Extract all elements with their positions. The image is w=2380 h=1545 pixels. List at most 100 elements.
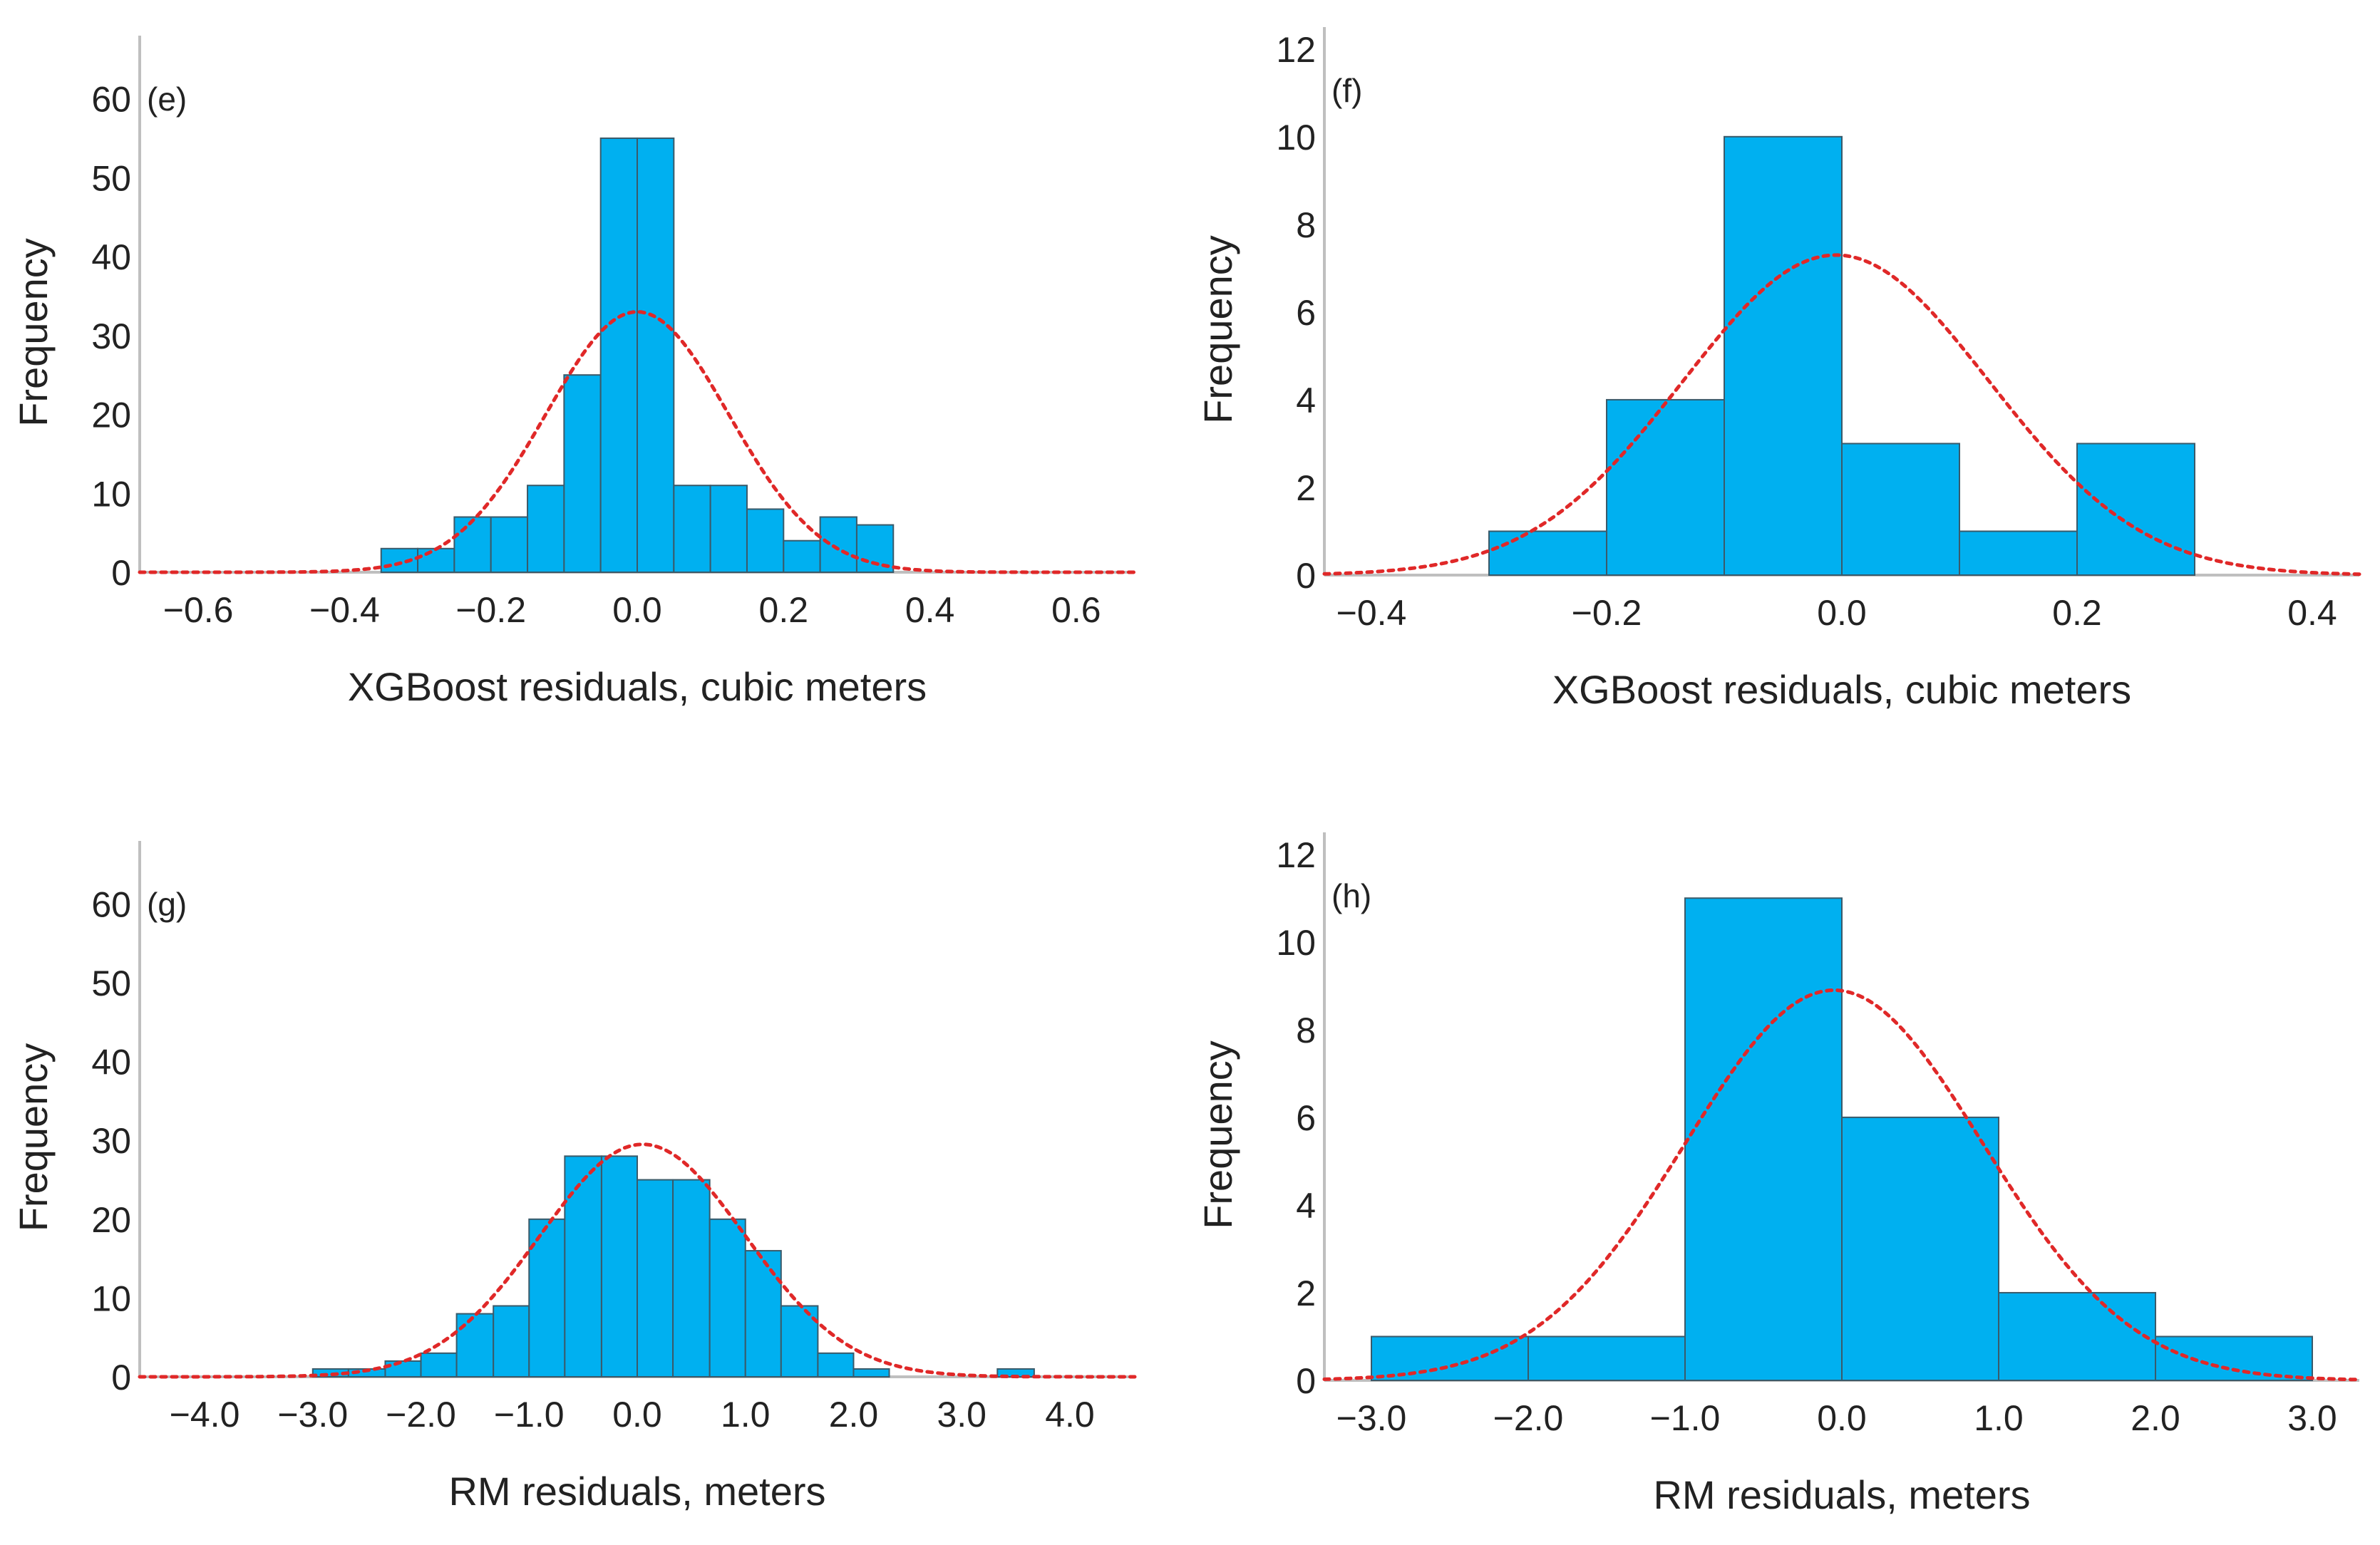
x-tick-label: −0.4 [1336,593,1407,633]
x-tick-label: −4.0 [170,1395,240,1435]
y-tick-label: 8 [1296,205,1316,245]
y-tick-label: 2 [1296,1273,1316,1313]
y-tick-label: 0 [1296,1361,1316,1401]
x-tick-label: −0.2 [1572,593,1642,633]
x-tick-label: −1.0 [1650,1398,1721,1438]
histogram-bar [746,508,785,573]
y-tick-label: 4 [1296,1186,1316,1226]
x-axis-title: RM residuals, meters [1653,1472,2030,1517]
panel-g: −4.0 −3.0 −2.0 −1.0 0.0 1.0 2.0 3.0 4.0 0 10 20 30 40… [11,841,1137,1514]
histogram-bar [709,485,748,573]
x-tick-label: 0.0 [612,1395,662,1435]
x-tick-label: 0.0 [612,590,662,630]
histogram-bar [1606,398,1725,576]
x-tick-label: 2.0 [829,1395,879,1435]
y-tick-label: 12 [1276,30,1316,70]
y-tick-label: 60 [91,884,131,924]
panel-f: −0.4 −0.2 0.0 0.2 0.4 0 2 4 6 8 10 12 (f) XGBoost res… [1195,27,2361,712]
x-tick-label: −0.2 [455,590,526,630]
x-tick-label: 1.0 [721,1395,771,1435]
y-tick-label: 6 [1296,293,1316,333]
panel-label: (f) [1331,72,1362,109]
x-tick-label: 0.2 [759,590,809,630]
x-tick-label: −1.0 [494,1395,565,1435]
histogram-bar [852,1368,890,1378]
histogram-bar [417,547,455,574]
normal-curve-line [1322,988,2361,1382]
histogram-bar [455,1313,495,1378]
histogram-bar [599,137,638,574]
histogram-bar [1959,530,2078,576]
x-tick-label: −3.0 [277,1395,348,1435]
x-tick-label: 0.0 [1817,1398,1867,1438]
histogram-bar [819,516,857,573]
x-tick-label: −3.0 [1336,1398,1407,1438]
y-tick-label: 2 [1296,468,1316,508]
y-axis-title: Frequency [11,1043,56,1232]
x-tick-label: −2.0 [1493,1398,1564,1438]
histogram-bar [1841,1116,1999,1381]
histogram-bar [420,1352,458,1378]
histogram-bar [780,1305,819,1378]
x-tick-label: 3.0 [2287,1398,2337,1438]
histogram-bar [637,1179,674,1378]
x-tick-label: 2.0 [2131,1398,2180,1438]
y-tick-label: 30 [91,316,131,356]
x-axis-title: XGBoost residuals, cubic meters [1552,667,2131,712]
histogram-bar [673,485,711,573]
histogram-bar [744,1250,782,1378]
panel-label: (e) [147,81,187,118]
x-tick-label: −0.4 [309,590,380,630]
x-axis-title: RM residuals, meters [448,1469,825,1514]
histogram-bar [817,1352,855,1378]
y-tick-label: 0 [111,1358,131,1397]
y-tick-label: 10 [91,474,131,514]
histogram-bar [672,1179,711,1378]
y-tick-label: 4 [1296,381,1316,420]
histogram-bar [564,1155,602,1378]
x-tick-label: 1.0 [1974,1398,2024,1438]
y-tick-label: 20 [91,396,131,435]
normal-curve-line [1322,253,2361,577]
x-tick-label: 0.6 [1051,590,1101,630]
histogram-bar [490,516,529,573]
y-tick-label: 10 [91,1278,131,1318]
y-tick-label: 0 [1296,556,1316,596]
y-tick-label: 10 [1276,118,1316,157]
x-tick-label: 0.0 [1817,593,1867,633]
y-tick-label: 60 [91,80,131,120]
histogram-bar [637,137,675,574]
histogram-bar [2076,443,2195,576]
y-tick-label: 10 [1276,923,1316,963]
normal-curve-line [138,1142,1137,1379]
y-tick-label: 40 [91,237,131,277]
x-tick-label: 4.0 [1045,1395,1095,1435]
x-tick-label: 3.0 [937,1395,986,1435]
histogram-bar [1371,1335,1529,1381]
x-tick-label: 0.4 [2287,593,2337,633]
histogram-bar [384,1360,422,1378]
histogram-bar [493,1305,530,1378]
y-axis-title: Frequency [11,238,56,427]
y-tick-label: 40 [91,1043,131,1082]
y-tick-label: 8 [1296,1011,1316,1050]
y-tick-label: 30 [91,1121,131,1161]
panel-label: (g) [147,886,187,923]
y-tick-label: 6 [1296,1098,1316,1138]
x-tick-label: 0.4 [905,590,955,630]
histogram-bar [2155,1335,2313,1381]
histogram-bar [1488,530,1607,576]
y-tick-label: 12 [1276,835,1316,875]
x-axis-title: XGBoost residuals, cubic meters [348,664,927,709]
histogram-bar [453,516,492,573]
histogram-bar [563,374,602,573]
histogram-bar [1684,897,1843,1381]
y-tick-label: 50 [91,158,131,198]
normal-curve-line [138,310,1137,574]
histogram-bar [1998,1291,2156,1381]
x-tick-label: −0.6 [163,590,234,630]
y-tick-label: 20 [91,1200,131,1240]
x-tick-label: 0.2 [2052,593,2102,633]
histogram-bar [1841,443,1960,576]
